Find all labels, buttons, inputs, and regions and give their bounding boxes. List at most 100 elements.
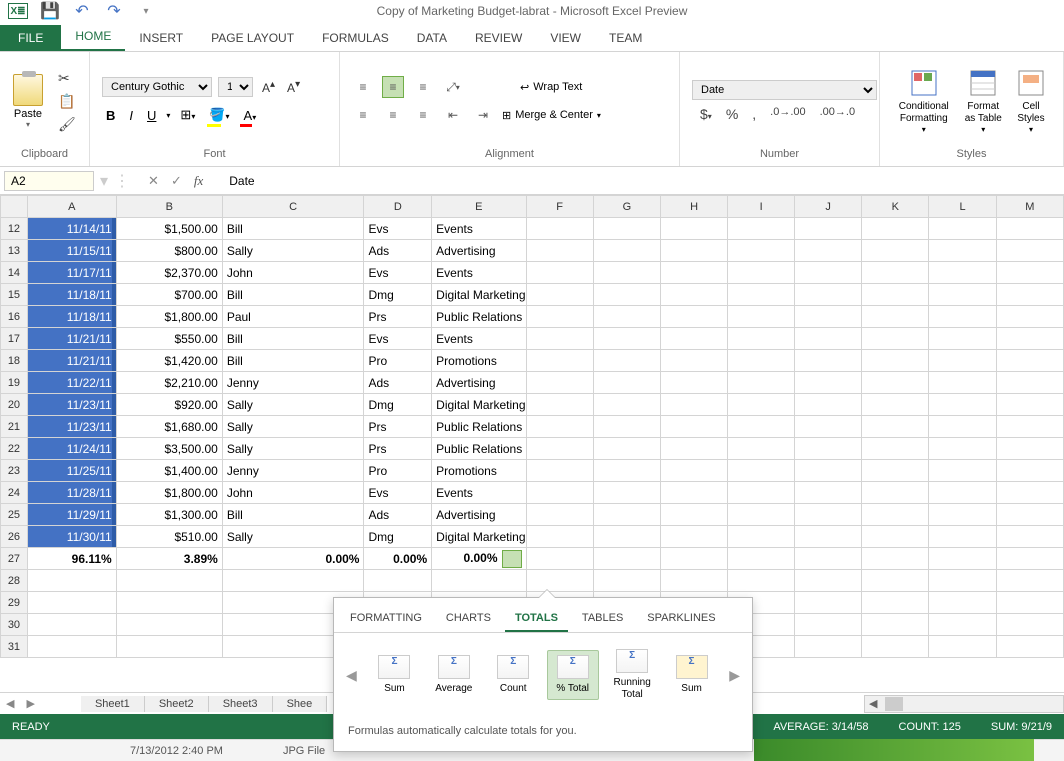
cell[interactable] xyxy=(996,526,1063,548)
cell[interactable] xyxy=(929,614,996,636)
cell[interactable] xyxy=(929,592,996,614)
cell[interactable] xyxy=(929,262,996,284)
cell[interactable] xyxy=(862,416,929,438)
cell-person[interactable]: Sally xyxy=(222,416,364,438)
table-row[interactable]: 19 11/22/11 $2,210.00 Jenny Ads Advertis… xyxy=(1,372,1064,394)
cell[interactable] xyxy=(593,416,660,438)
row-header[interactable]: 22 xyxy=(1,438,28,460)
qa-tab-charts[interactable]: CHARTS xyxy=(436,606,501,632)
row-header[interactable]: 14 xyxy=(1,262,28,284)
number-format-select[interactable]: Date xyxy=(692,80,877,100)
cell-category[interactable]: Promotions xyxy=(432,350,526,372)
cell[interactable] xyxy=(795,460,862,482)
font-size-select[interactable]: 11 xyxy=(218,77,253,97)
borders-button[interactable]: ⊞▾ xyxy=(176,105,199,125)
currency-button[interactable]: $▾ xyxy=(700,106,712,122)
tab-team[interactable]: TEAM xyxy=(595,25,656,51)
row-header[interactable]: 27 xyxy=(1,548,28,570)
cell-code[interactable]: Dmg xyxy=(364,526,432,548)
row-header[interactable]: 23 xyxy=(1,460,28,482)
cell[interactable] xyxy=(795,328,862,350)
cell[interactable] xyxy=(526,438,593,460)
qat-more-icon[interactable]: ▾ xyxy=(136,3,156,19)
cell-person[interactable]: John xyxy=(222,262,364,284)
table-row[interactable]: 12 11/14/11 $1,500.00 Bill Evs Events xyxy=(1,218,1064,240)
name-box[interactable]: A2 xyxy=(4,171,94,191)
cell[interactable] xyxy=(728,350,795,372)
cell[interactable] xyxy=(526,482,593,504)
table-row[interactable]: 23 11/25/11 $1,400.00 Jenny Pro Promotio… xyxy=(1,460,1064,482)
decrease-font-icon[interactable]: A▾ xyxy=(284,79,303,95)
cell[interactable] xyxy=(661,570,728,592)
cell[interactable] xyxy=(795,262,862,284)
sheet-tab-4[interactable]: Shee xyxy=(273,696,328,712)
cell[interactable] xyxy=(862,240,929,262)
qa-next-icon[interactable]: ▶ xyxy=(725,667,744,684)
cell[interactable] xyxy=(862,460,929,482)
cell-amount[interactable]: $3,500.00 xyxy=(116,438,222,460)
bold-button[interactable]: B xyxy=(102,106,119,125)
cell[interactable] xyxy=(996,460,1063,482)
row-header[interactable]: 26 xyxy=(1,526,28,548)
cell[interactable] xyxy=(929,284,996,306)
cell[interactable] xyxy=(728,372,795,394)
cell-amount[interactable]: $1,680.00 xyxy=(116,416,222,438)
cell-category[interactable]: Promotions xyxy=(432,460,526,482)
qa-tab-sparklines[interactable]: SPARKLINES xyxy=(637,606,725,632)
row-header[interactable]: 18 xyxy=(1,350,28,372)
cell[interactable] xyxy=(862,548,929,570)
cell-date[interactable]: 11/22/11 xyxy=(27,372,116,394)
cell[interactable] xyxy=(929,526,996,548)
tab-data[interactable]: DATA xyxy=(403,25,461,51)
col-header-A[interactable]: A xyxy=(27,196,116,218)
cell[interactable] xyxy=(728,526,795,548)
qa-tab-formatting[interactable]: FORMATTING xyxy=(340,606,432,632)
cell-code[interactable]: Evs xyxy=(364,218,432,240)
cell[interactable] xyxy=(526,218,593,240)
table-row[interactable]: 20 11/23/11 $920.00 Sally Dmg Digital Ma… xyxy=(1,394,1064,416)
cell[interactable] xyxy=(116,636,222,658)
col-header-E[interactable]: E xyxy=(432,196,526,218)
cell-person[interactable]: Jenny xyxy=(222,460,364,482)
cell[interactable] xyxy=(795,570,862,592)
align-top-button[interactable]: ≡ xyxy=(352,76,374,98)
cell-total-E[interactable]: 0.00% xyxy=(432,548,526,570)
cell[interactable] xyxy=(661,372,728,394)
cell[interactable] xyxy=(795,526,862,548)
cell[interactable] xyxy=(728,218,795,240)
cell[interactable] xyxy=(661,306,728,328)
cell[interactable] xyxy=(929,372,996,394)
cell[interactable] xyxy=(996,328,1063,350)
cell[interactable] xyxy=(862,284,929,306)
cell[interactable] xyxy=(661,218,728,240)
cell[interactable] xyxy=(526,526,593,548)
cell-category[interactable]: Advertising xyxy=(432,504,526,526)
cell-person[interactable]: Bill xyxy=(222,218,364,240)
cell[interactable] xyxy=(364,570,432,592)
cell[interactable] xyxy=(996,416,1063,438)
col-header-F[interactable]: F xyxy=(526,196,593,218)
cell[interactable] xyxy=(27,614,116,636)
row-header[interactable]: 28 xyxy=(1,570,28,592)
table-row[interactable]: 16 11/18/11 $1,800.00 Paul Prs Public Re… xyxy=(1,306,1064,328)
cell[interactable] xyxy=(862,218,929,240)
cell[interactable] xyxy=(526,570,593,592)
cell[interactable] xyxy=(661,526,728,548)
row-header[interactable]: 20 xyxy=(1,394,28,416)
cell-date[interactable]: 11/18/11 xyxy=(27,306,116,328)
cell[interactable] xyxy=(795,614,862,636)
cut-icon[interactable]: ✂ xyxy=(58,70,76,87)
cell[interactable] xyxy=(929,504,996,526)
cell[interactable] xyxy=(862,372,929,394)
fill-color-button[interactable]: 🪣▾ xyxy=(205,105,233,125)
cell-date[interactable]: 11/25/11 xyxy=(27,460,116,482)
col-header-B[interactable]: B xyxy=(116,196,222,218)
row-header[interactable]: 12 xyxy=(1,218,28,240)
cell[interactable] xyxy=(661,240,728,262)
cell-amount[interactable]: $1,800.00 xyxy=(116,482,222,504)
cell-category[interactable]: Advertising xyxy=(432,372,526,394)
cell[interactable] xyxy=(593,548,660,570)
cell-code[interactable]: Pro xyxy=(364,460,432,482)
cell-person[interactable]: Sally xyxy=(222,394,364,416)
row-header[interactable]: 16 xyxy=(1,306,28,328)
